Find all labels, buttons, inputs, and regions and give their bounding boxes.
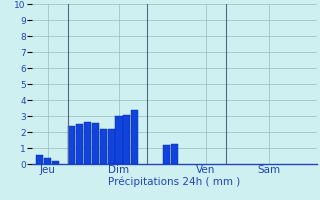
X-axis label: Précipitations 24h ( mm ): Précipitations 24h ( mm )	[108, 177, 241, 187]
Bar	[163, 145, 170, 164]
Bar	[100, 129, 107, 164]
Bar	[124, 115, 131, 164]
Bar	[171, 144, 178, 164]
Bar	[44, 158, 52, 164]
Bar	[84, 122, 91, 164]
Bar	[76, 124, 83, 164]
Bar	[52, 161, 59, 164]
Bar	[36, 155, 44, 164]
Bar	[116, 116, 123, 164]
Bar	[108, 129, 115, 164]
Bar	[131, 110, 139, 164]
Bar	[68, 126, 75, 164]
Bar	[92, 123, 99, 164]
